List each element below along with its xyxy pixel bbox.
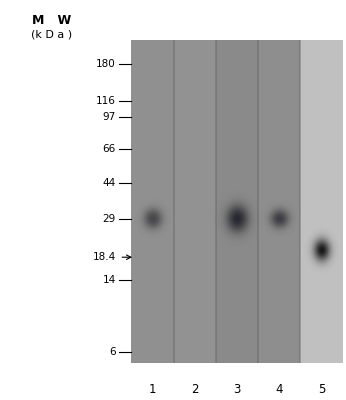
Text: (k D a ): (k D a ): [31, 30, 72, 40]
Text: 66: 66: [103, 144, 116, 154]
Text: 5: 5: [318, 383, 325, 396]
Bar: [173, 40, 175, 363]
Bar: [215, 40, 217, 363]
Text: 1: 1: [149, 383, 156, 396]
Text: 2: 2: [191, 383, 199, 396]
Bar: [258, 40, 300, 363]
Text: 180: 180: [96, 59, 116, 69]
Text: 3: 3: [233, 383, 241, 396]
Text: 116: 116: [96, 96, 116, 106]
Text: 29: 29: [103, 214, 116, 224]
Bar: [174, 40, 216, 363]
Text: M   W: M W: [32, 14, 72, 27]
Text: 44: 44: [103, 178, 116, 188]
Bar: [131, 40, 174, 363]
Text: 14: 14: [103, 275, 116, 285]
Bar: [216, 40, 258, 363]
Text: 18.4: 18.4: [93, 252, 116, 262]
Text: 97: 97: [103, 112, 116, 122]
Bar: [299, 40, 301, 363]
Text: 6: 6: [109, 347, 116, 357]
Text: 4: 4: [275, 383, 283, 396]
Bar: [257, 40, 259, 363]
Bar: [300, 40, 343, 363]
